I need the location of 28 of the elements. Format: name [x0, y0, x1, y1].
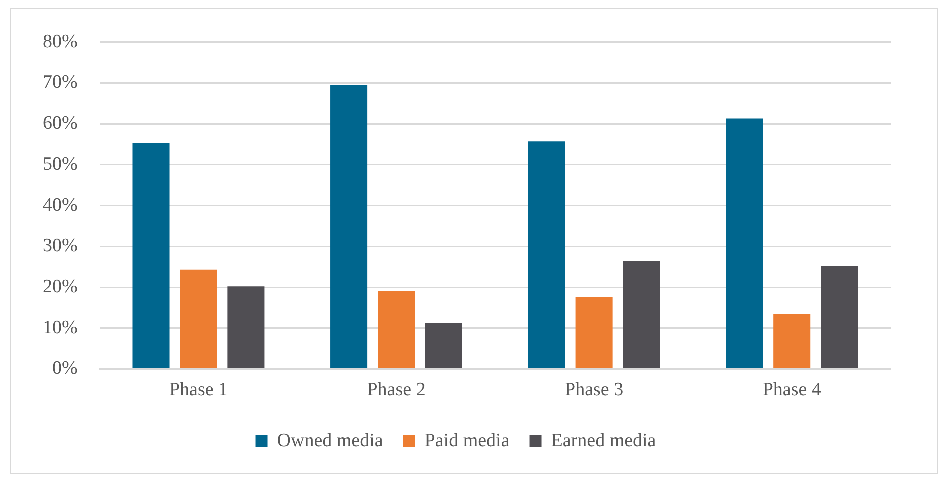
legend-label: Earned media	[551, 430, 657, 452]
bar	[528, 142, 566, 368]
y-tick-label: 70%	[43, 72, 78, 94]
bar	[623, 260, 660, 368]
legend-label: Owned media	[277, 430, 384, 452]
y-tick-label: 0%	[52, 358, 78, 380]
x-tick-label: Phase 2	[367, 380, 426, 401]
y-tick-label: 40%	[43, 194, 78, 216]
bar	[378, 291, 416, 368]
x-tick-label: Phase 3	[565, 380, 624, 401]
bar	[330, 85, 368, 368]
legend-label: Paid media	[424, 430, 510, 452]
y-tick-label: 20%	[43, 276, 78, 298]
bar	[228, 286, 265, 368]
bar	[180, 270, 218, 368]
bar	[425, 323, 462, 368]
y-tick-label: 60%	[43, 113, 78, 134]
bar	[774, 314, 811, 368]
bar	[821, 266, 858, 368]
bar	[576, 297, 613, 368]
y-tick-label: 10%	[43, 317, 78, 338]
x-tick-label: Phase 4	[762, 380, 822, 401]
bar	[132, 143, 170, 368]
y-tick-label: 80%	[43, 31, 78, 52]
y-tick-label: 30%	[43, 236, 78, 257]
y-tick-label: 50%	[43, 154, 78, 175]
x-tick-label: Phase 1	[169, 380, 228, 401]
bar	[726, 118, 764, 368]
